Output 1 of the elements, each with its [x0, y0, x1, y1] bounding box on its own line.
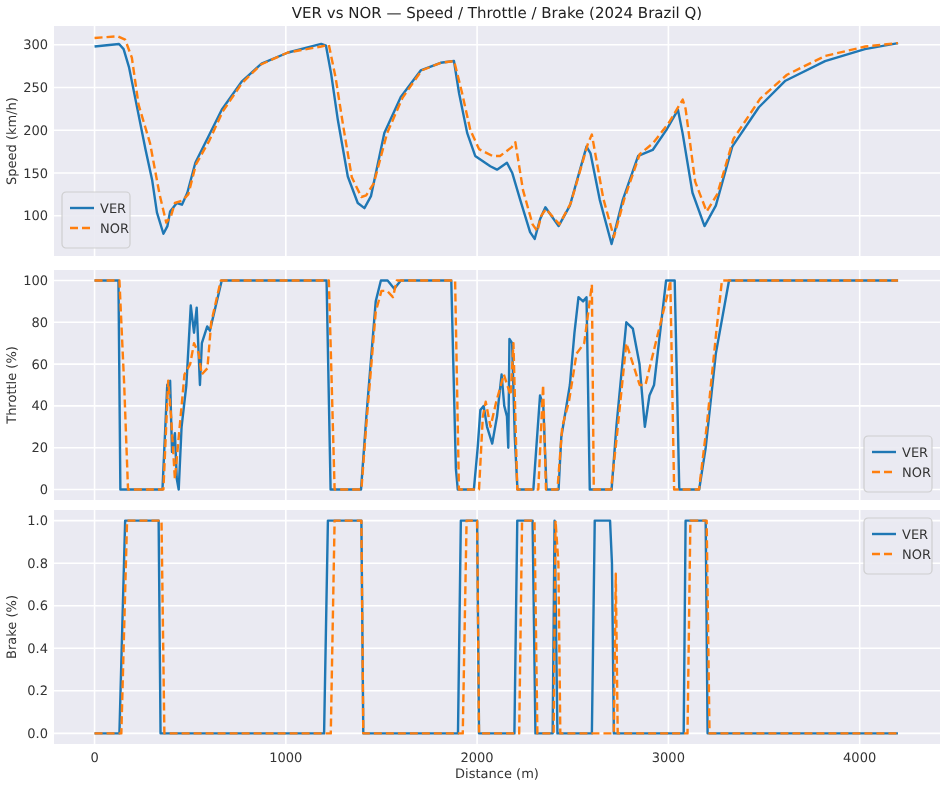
line-series: [93, 279, 900, 491]
